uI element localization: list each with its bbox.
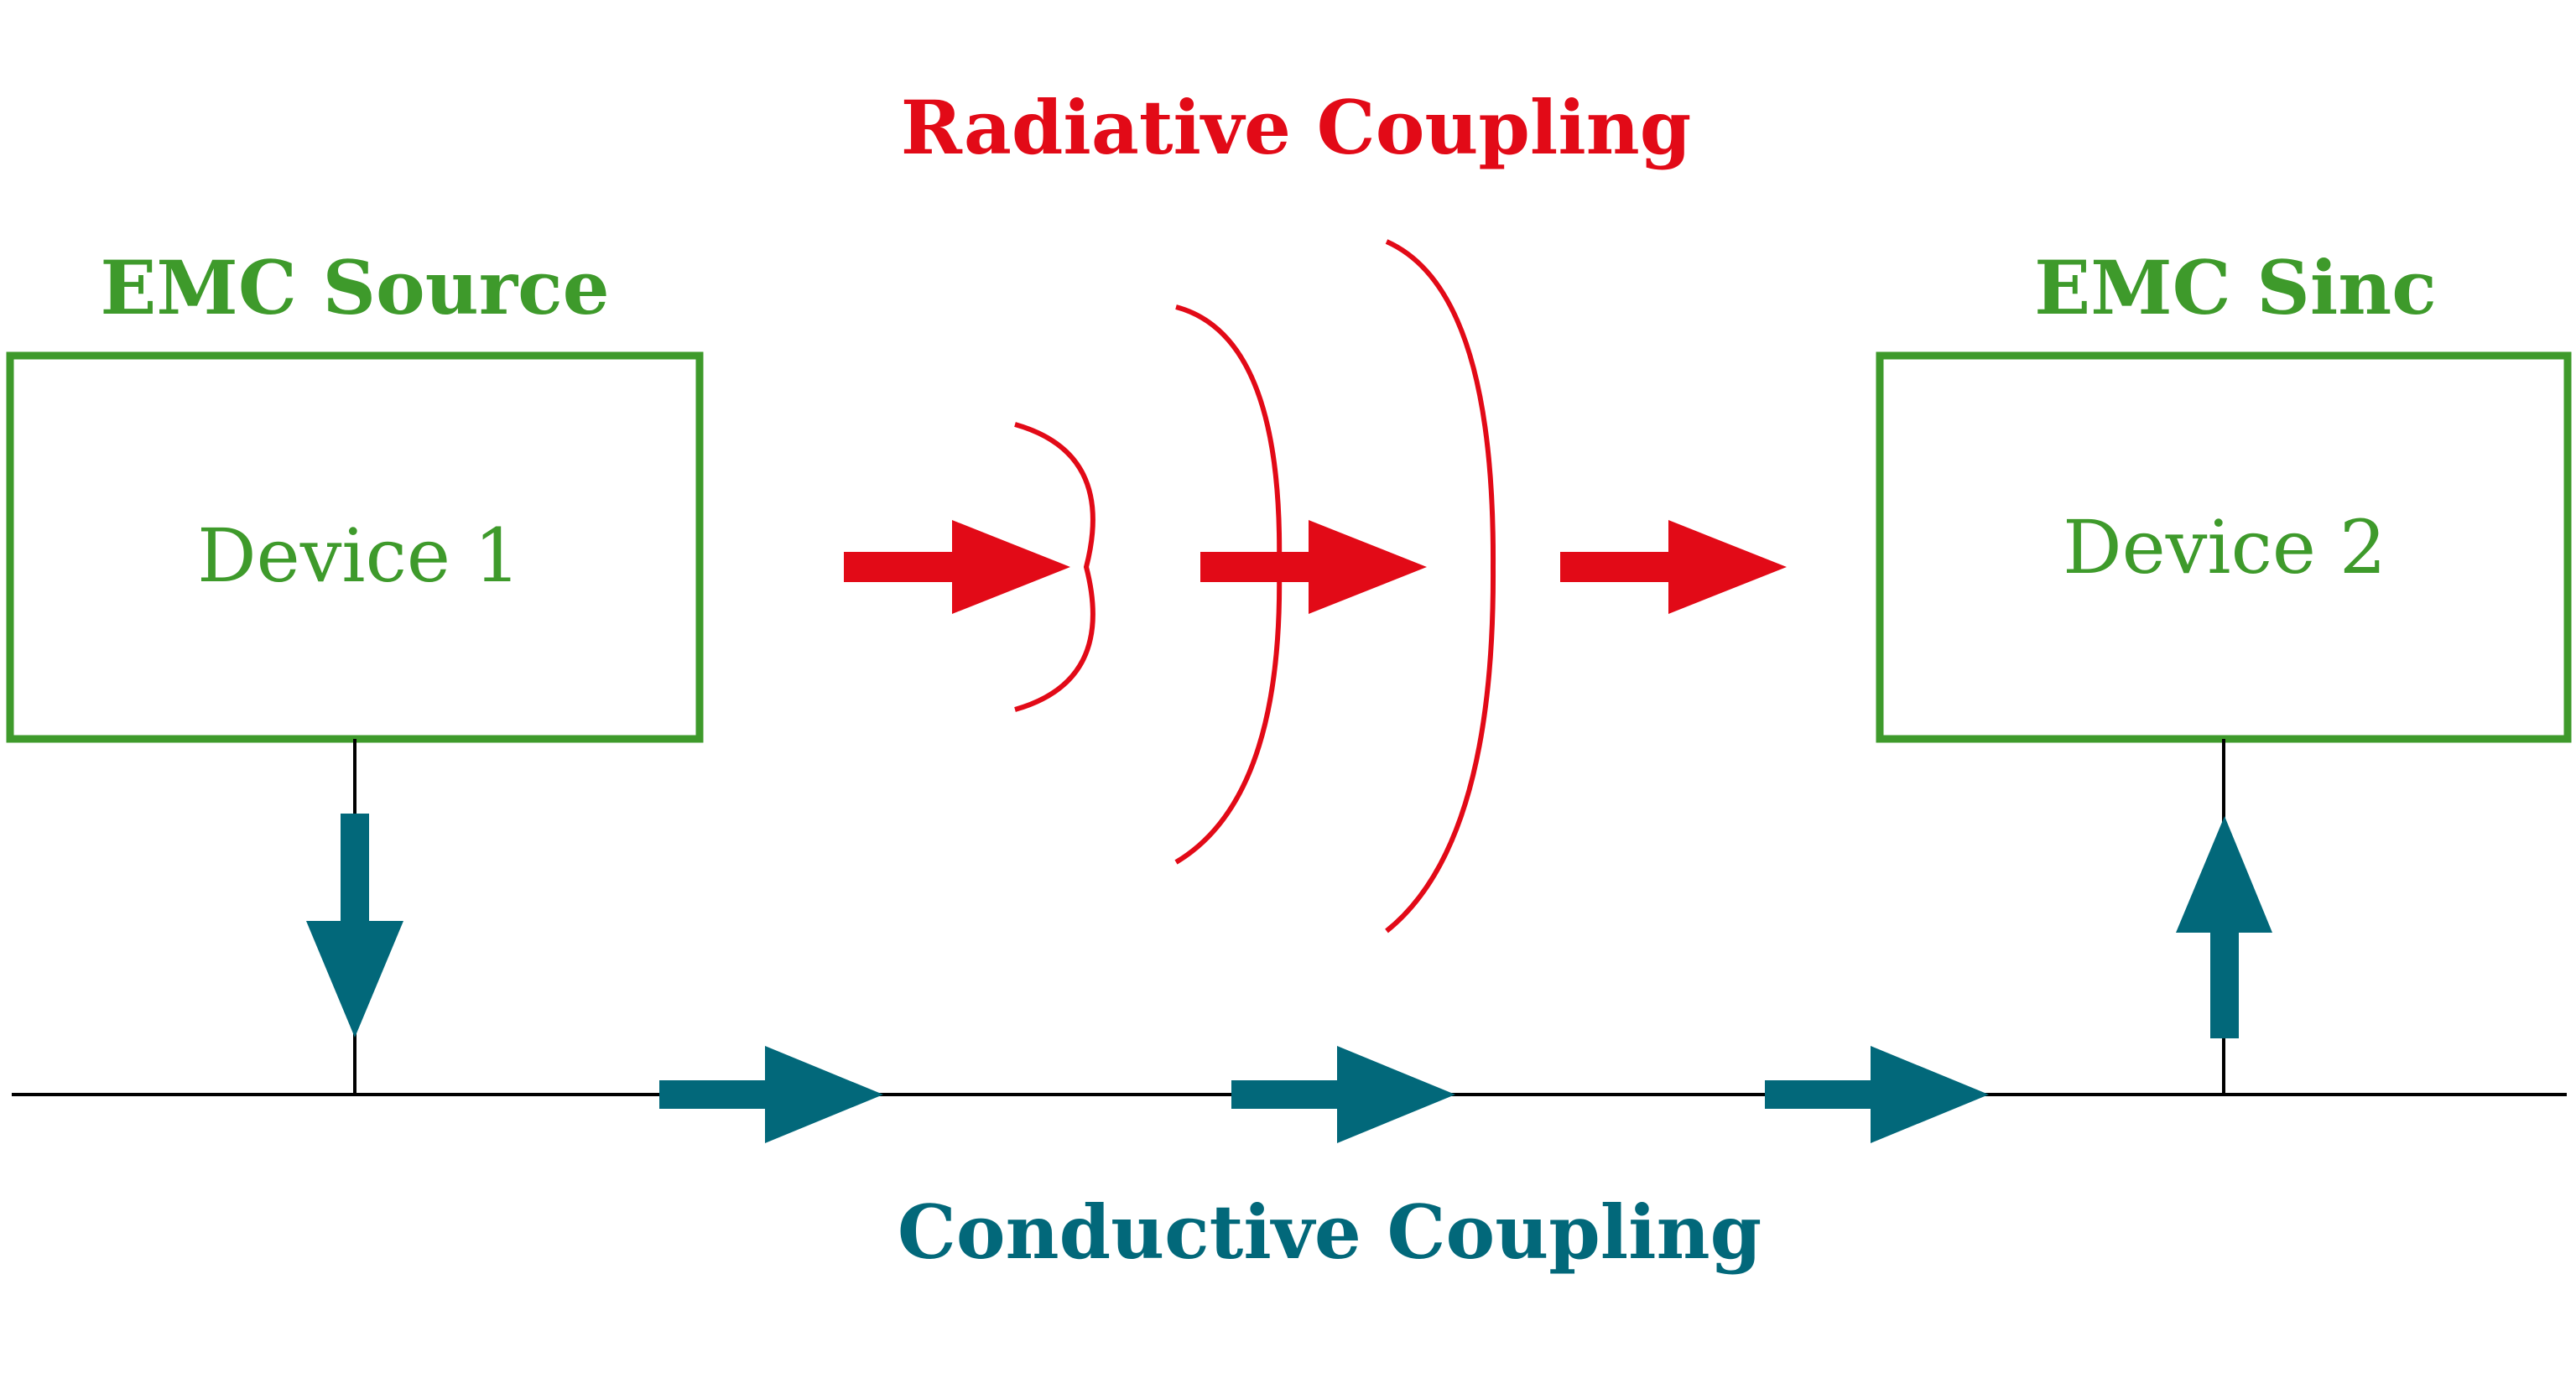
conductive-arrow-up	[2176, 816, 2272, 1038]
radiative-wave-1	[1014, 422, 1095, 712]
conductive-arrow-down	[306, 814, 403, 1038]
emc-sink-heading: EMC Sinc	[2034, 244, 2437, 331]
radiative-arrow-2	[1200, 520, 1427, 614]
radiative-arrow-3	[1560, 520, 1787, 614]
radiative-wave-2	[1174, 304, 1283, 865]
device-1-label: Device 1	[197, 512, 521, 599]
radiative-arrow-1	[844, 520, 1070, 614]
device-2-box: Device 2	[1876, 351, 2572, 743]
conductive-arrow-right-2	[1231, 1046, 1455, 1143]
radiative-wave-3	[1385, 239, 1496, 934]
emc-source-heading: EMC Source	[100, 244, 609, 331]
radiative-coupling-title: Radiative Coupling	[901, 84, 1692, 171]
device-1-box: Device 1	[6, 351, 704, 743]
device-2-label: Device 2	[2063, 504, 2386, 590]
conductive-coupling-title: Conductive Coupling	[898, 1188, 1762, 1276]
conductive-arrow-right-1	[659, 1046, 883, 1143]
conductive-arrow-right-3	[1765, 1046, 1989, 1143]
